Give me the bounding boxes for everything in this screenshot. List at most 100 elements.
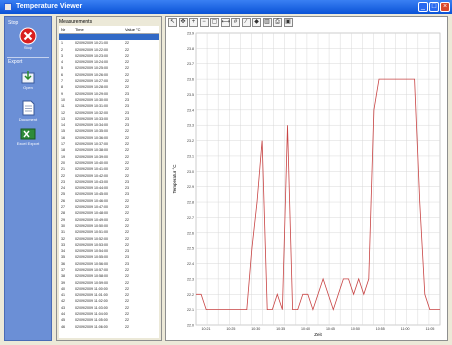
chart-icon[interactable]: ▥	[262, 18, 272, 27]
cell-value: 23	[125, 91, 129, 96]
list-item[interactable]: 4 02/09/2009 10:24:00 22	[59, 59, 159, 65]
title-bar[interactable]: Temperature Viewer _ □ ×	[0, 0, 452, 14]
list-item[interactable]: 33 02/09/2009 10:53:00 22	[59, 242, 159, 248]
measure-icon[interactable]: ⟷	[220, 18, 231, 27]
cell-time: 02/09/2009 10:53:00	[75, 242, 108, 247]
cell-value: 22	[125, 160, 129, 165]
list-item[interactable]: 27 02/09/2009 10:47:00 22	[59, 204, 159, 210]
open-button[interactable]: Open	[11, 69, 45, 90]
list-item[interactable]: 42 02/09/2009 11:02:00 22	[59, 298, 159, 304]
cursor-icon[interactable]: ↖	[168, 18, 177, 27]
list-item[interactable]: 13 02/09/2009 10:33:00 23	[59, 116, 159, 122]
maximize-button[interactable]: □	[429, 2, 439, 12]
stop-button[interactable]: Stop	[11, 27, 45, 50]
list-item[interactable]	[59, 34, 159, 41]
list-item[interactable]: 6 02/09/2009 10:26:00 22	[59, 72, 159, 78]
list-item[interactable]: 32 02/09/2009 10:52:00 22	[59, 236, 159, 242]
list-item[interactable]: 25 02/09/2009 10:45:00 23	[59, 191, 159, 197]
list-item[interactable]: 34 02/09/2009 10:54:00 23	[59, 248, 159, 254]
cell-time: 02/09/2009 10:40:00	[75, 160, 108, 165]
minimize-button[interactable]: _	[418, 2, 428, 12]
print-icon[interactable]: ⎙	[273, 18, 282, 27]
list-item[interactable]: 1 02/09/2009 10:21:00 22	[59, 40, 159, 46]
list-item[interactable]: 46 02/09/2009 11:06:00 22	[59, 324, 159, 330]
list-item[interactable]: 10 02/09/2009 10:30:00 23	[59, 97, 159, 103]
cell-time: 02/09/2009 11:04:00	[75, 312, 108, 317]
grid-icon[interactable]: #	[231, 18, 240, 27]
list-item[interactable]: 41 02/09/2009 11:01:00 22	[59, 292, 159, 298]
list-item[interactable]: 36 02/09/2009 10:56:00 23	[59, 261, 159, 267]
list-item[interactable]: 23 02/09/2009 10:43:00 23	[59, 179, 159, 185]
x-tick-label: 10:55	[376, 327, 385, 331]
list-item[interactable]: 38 02/09/2009 10:58:00 22	[59, 273, 159, 279]
cell-value: 22	[125, 72, 129, 77]
list-item[interactable]: 20 02/09/2009 10:40:00 22	[59, 160, 159, 166]
list-item[interactable]: 45 02/09/2009 11:05:00 22	[59, 317, 159, 323]
cell-time: 02/09/2009 10:22:00	[75, 47, 108, 52]
list-item[interactable]: 3 02/09/2009 10:23:00 22	[59, 53, 159, 59]
list-item[interactable]: 14 02/09/2009 10:34:00 23	[59, 122, 159, 128]
cell-time: 02/09/2009 10:32:00	[75, 110, 108, 115]
list-item[interactable]: 29 02/09/2009 10:49:00 22	[59, 217, 159, 223]
excel-export-button[interactable]: Excel Export	[11, 127, 45, 146]
cell-nr: 38	[61, 274, 65, 279]
cell-nr: 2	[61, 47, 63, 52]
measurement-list[interactable]: 1 02/09/2009 10:21:00 22 2 02/09/2009 10:22:…	[59, 34, 159, 338]
stop-button-label: Stop	[23, 45, 33, 50]
list-item[interactable]: 44 02/09/2009 11:04:00 22	[59, 311, 159, 317]
list-item[interactable]: 16 02/09/2009 10:36:00 22	[59, 135, 159, 141]
list-item[interactable]: 5 02/09/2009 10:25:00 22	[59, 65, 159, 71]
list-item[interactable]: 26 02/09/2009 10:46:00 22	[59, 198, 159, 204]
cell-nr: 3	[61, 53, 63, 58]
list-item[interactable]: 24 02/09/2009 10:44:00 23	[59, 185, 159, 191]
section-stop-label: Stop	[8, 20, 19, 26]
temperature-chart[interactable]: 23.9 23.8 23.7 23.6 23.5 23.4 23.3 23.2 23.1 23.0…	[166, 30, 446, 339]
cell-nr: 17	[61, 142, 65, 147]
section-export-label: Export	[8, 59, 23, 65]
list-item[interactable]: 40 02/09/2009 11:00:00 22	[59, 286, 159, 292]
zoom-in-icon[interactable]: +	[189, 18, 198, 27]
list-item[interactable]: 12 02/09/2009 10:32:00 23	[59, 110, 159, 116]
cell-nr: 18	[61, 148, 65, 153]
list-item[interactable]: 43 02/09/2009 11:03:00 22	[59, 305, 159, 311]
x-tick-label: 10:50	[351, 327, 360, 331]
list-item[interactable]: 18 02/09/2009 10:38:00 22	[59, 147, 159, 153]
cell-time: 02/09/2009 10:30:00	[75, 97, 108, 102]
list-item[interactable]: 28 02/09/2009 10:48:00 22	[59, 210, 159, 216]
list-item[interactable]: 37 02/09/2009 10:57:00 22	[59, 267, 159, 273]
document-button[interactable]: Document	[11, 99, 45, 122]
cell-nr: 12	[61, 110, 65, 115]
list-item[interactable]: 31 02/09/2009 10:51:00 22	[59, 229, 159, 235]
column-value[interactable]: Value °C	[125, 27, 141, 32]
list-item[interactable]: 30 02/09/2009 10:50:00 22	[59, 223, 159, 229]
list-item[interactable]: 15 02/09/2009 10:35:00 22	[59, 128, 159, 134]
zoom-fit-icon[interactable]: ▢	[210, 18, 219, 27]
cell-value: 23	[125, 116, 129, 121]
list-item[interactable]: 2 02/09/2009 10:22:00 22	[59, 47, 159, 53]
list-item[interactable]: 19 02/09/2009 10:39:00 22	[59, 154, 159, 160]
cell-nr: 33	[61, 242, 65, 247]
list-item[interactable]: 17 02/09/2009 10:37:00 22	[59, 141, 159, 147]
marker-icon[interactable]: ◆	[252, 18, 261, 27]
column-time[interactable]: Time	[75, 27, 84, 32]
list-item[interactable]: 11 02/09/2009 10:31:00 23	[59, 103, 159, 109]
cell-time: 02/09/2009 10:58:00	[75, 274, 108, 279]
list-item[interactable]: 39 02/09/2009 10:59:00 22	[59, 280, 159, 286]
line-icon[interactable]: ∕	[241, 18, 251, 27]
pan-icon[interactable]: ✥	[178, 18, 188, 27]
x-tick-label: 11:00	[401, 327, 410, 331]
column-nr[interactable]: Nr	[61, 27, 66, 32]
close-button[interactable]: ×	[440, 2, 450, 12]
cell-nr: 23	[61, 179, 65, 184]
list-item[interactable]: 35 02/09/2009 10:55:00 23	[59, 254, 159, 260]
list-item[interactable]: 9 02/09/2009 10:29:00 23	[59, 91, 159, 97]
list-item[interactable]: 8 02/09/2009 10:28:00 22	[59, 84, 159, 90]
list-item[interactable]: 7 02/09/2009 10:27:00 22	[59, 78, 159, 84]
save-icon[interactable]: ▣	[283, 18, 293, 27]
x-tick-label: 11:05	[426, 327, 435, 331]
zoom-out-icon[interactable]: −	[199, 18, 209, 27]
stop-icon	[19, 27, 37, 45]
list-item[interactable]: 21 02/09/2009 10:41:00 22	[59, 166, 159, 172]
list-item[interactable]: 22 02/09/2009 10:42:00 22	[59, 173, 159, 179]
cell-value: 23	[125, 192, 129, 197]
